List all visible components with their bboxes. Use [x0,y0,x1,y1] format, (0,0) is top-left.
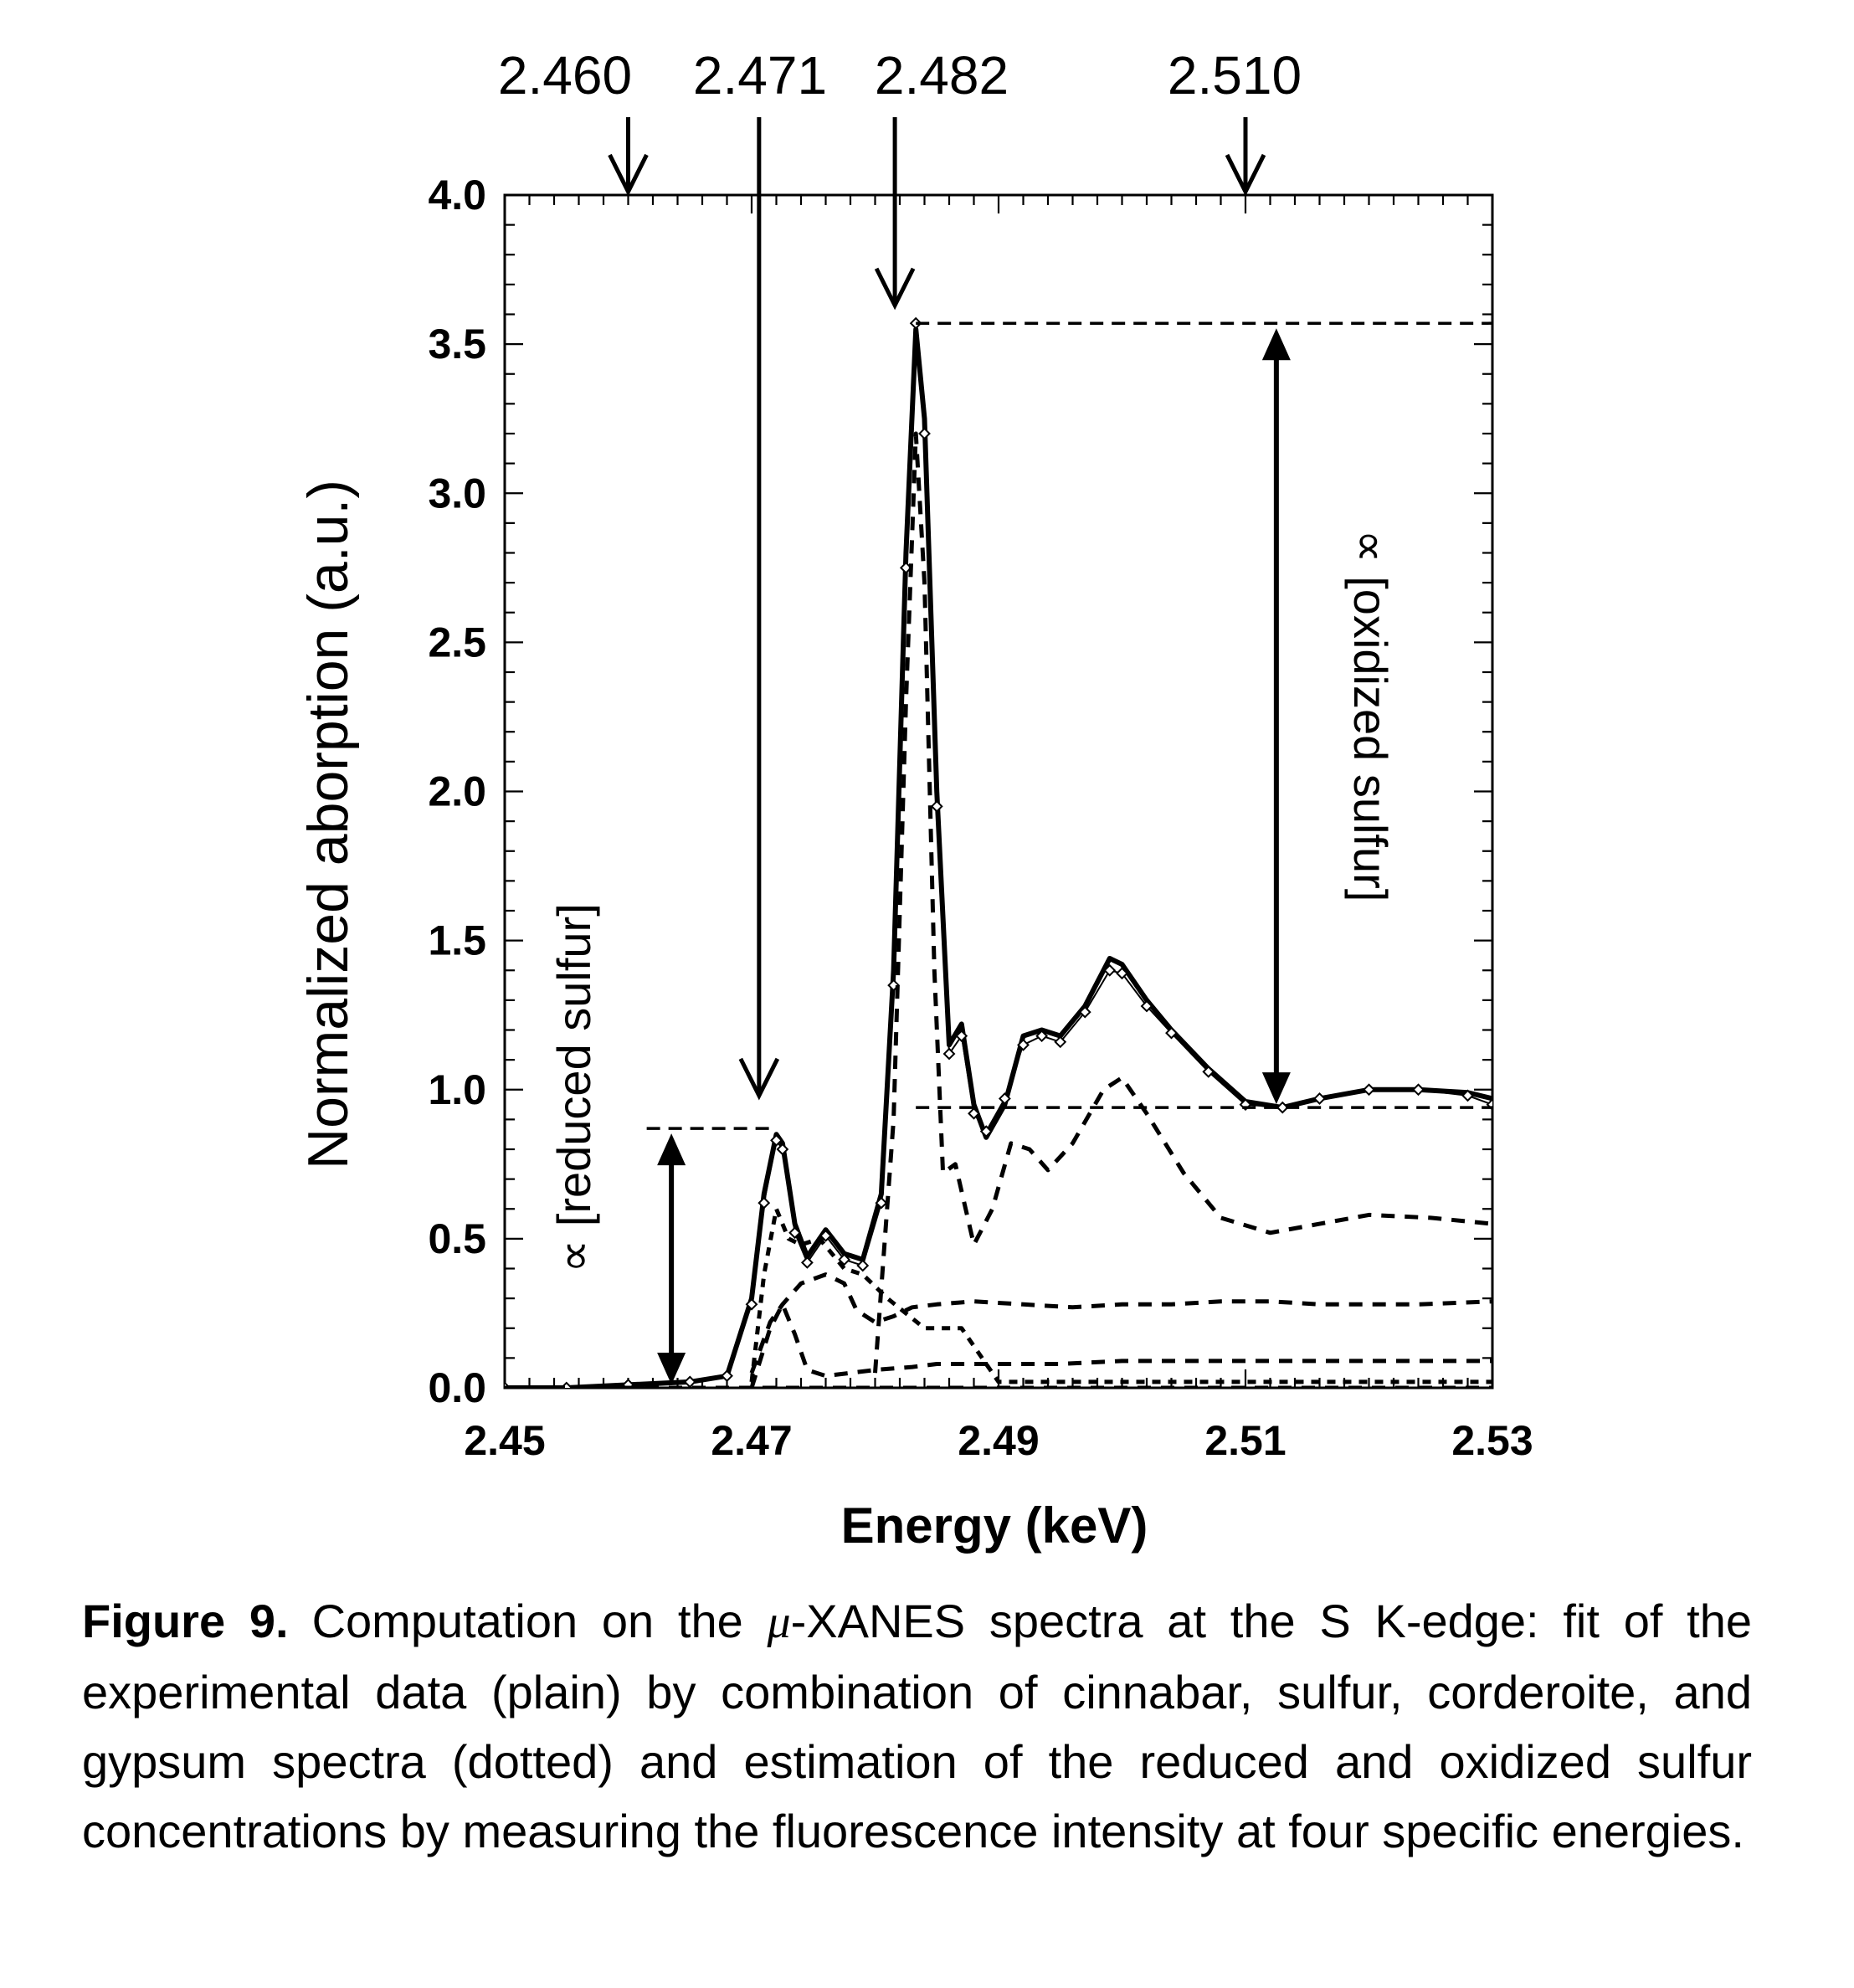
series-layer [505,316,1492,1388]
data-marker [998,1092,1011,1105]
data-marker [979,1125,993,1138]
energy-marker-label: 2.460 [498,45,632,105]
data-marker [1363,1083,1375,1097]
x-tick-label: 2.45 [464,1417,545,1464]
series-line-1 [505,322,1492,1388]
series-line-2 [749,1272,1492,1374]
data-marker [800,1256,814,1269]
caption-mu-symbol: μ [767,1596,791,1648]
energy-marker-label: 2.510 [1168,45,1302,105]
energy-marker-arrowhead [1225,153,1266,197]
data-marker [1017,1038,1030,1051]
energy-marker-label: 2.482 [875,45,1009,105]
plot-frame [503,193,1494,1390]
y-tick-labels: 0.0 0.5 1.0 1.5 2.0 2.5 3.0 3.5 4.0 [428,172,486,1411]
y-tick-label: 3.5 [428,321,486,367]
series-line-5 [873,431,1492,1374]
y-tick-label: 0.5 [428,1215,486,1262]
reduced-sulfur-label: ∝ [reduced sulfur] [547,903,600,1273]
data-marker [721,1369,733,1383]
data-marker [1116,967,1128,980]
y-tick-label: 4.0 [428,172,486,218]
data-marker [776,1143,789,1156]
data-marker [1461,1089,1474,1102]
data-marker [955,1030,968,1043]
data-marker [770,1133,783,1147]
y-axis-label: Normalized aborption (a.u.) [296,480,360,1169]
energy-marker-arrowhead [608,153,649,197]
data-marker [930,799,943,813]
data-marker [788,1226,802,1240]
oxidized-sulfur-label: ∝ [oxidized sulfur] [1344,530,1397,902]
y-tick-label: 0.0 [428,1364,486,1411]
reduced-arrowhead-down [657,1353,686,1384]
tick-marks [503,193,1494,1390]
data-marker [856,1259,870,1272]
data-marker [1054,1035,1067,1049]
data-marker [838,1253,851,1266]
data-marker [758,1196,771,1210]
annotations [646,321,1492,1384]
energy-markers: 2.460 2.471 2.482 2.510 [498,45,1302,1101]
data-marker [1313,1092,1326,1105]
energy-marker-label: 2.471 [693,45,827,105]
data-marker [1165,1026,1178,1040]
x-tick-labels: 2.45 2.47 2.49 2.51 2.53 [464,1417,1533,1464]
figure-caption: Figure 9. Computation on the μ-XANES spec… [82,1586,1752,1866]
series-line-3 [749,1302,1492,1388]
data-marker [1035,1030,1049,1043]
x-tick-label: 2.53 [1451,1417,1533,1464]
x-tick-label: 2.51 [1204,1417,1286,1464]
energy-marker-arrowhead [874,267,916,311]
energy-marker-arrowhead [738,1057,780,1101]
data-marker [1276,1101,1289,1114]
data-marker [1078,1005,1091,1019]
reduced-arrowhead-up [657,1133,686,1166]
y-tick-label: 2.0 [428,768,486,815]
data-marker [1103,963,1117,977]
x-axis-label: Energy (keV) [841,1497,1148,1554]
series-line-4 [749,1206,1492,1384]
data-marker [875,1196,888,1210]
y-tick-label: 1.5 [428,917,486,964]
y-tick-label: 3.0 [428,470,486,516]
data-marker [968,1107,980,1120]
oxidized-arrowhead-down [1261,1072,1291,1105]
caption-text-rest: -XANES spectra at the S K-edge: fit of t… [82,1595,1752,1857]
data-marker [819,1229,832,1242]
caption-text-start: Computation on the [311,1595,768,1647]
data-marker [1412,1083,1425,1097]
xanes-chart: 2.45 2.47 2.49 2.51 2.53 0.0 0.5 1.0 1.5 2.0 2.5 3… [296,45,1533,1554]
data-marker [1140,999,1153,1013]
x-tick-label: 2.49 [958,1417,1039,1464]
y-tick-label: 2.5 [428,619,486,665]
data-marker [942,1047,956,1061]
data-marker [918,427,931,440]
caption-label: Figure 9. [82,1595,289,1647]
oxidized-arrowhead-up [1261,328,1291,361]
data-marker [745,1297,758,1311]
data-marker [1202,1065,1215,1078]
x-tick-label: 2.47 [711,1417,792,1464]
data-marker [683,1375,696,1388]
series-line-0 [505,326,1492,1388]
y-tick-label: 1.0 [428,1066,486,1113]
